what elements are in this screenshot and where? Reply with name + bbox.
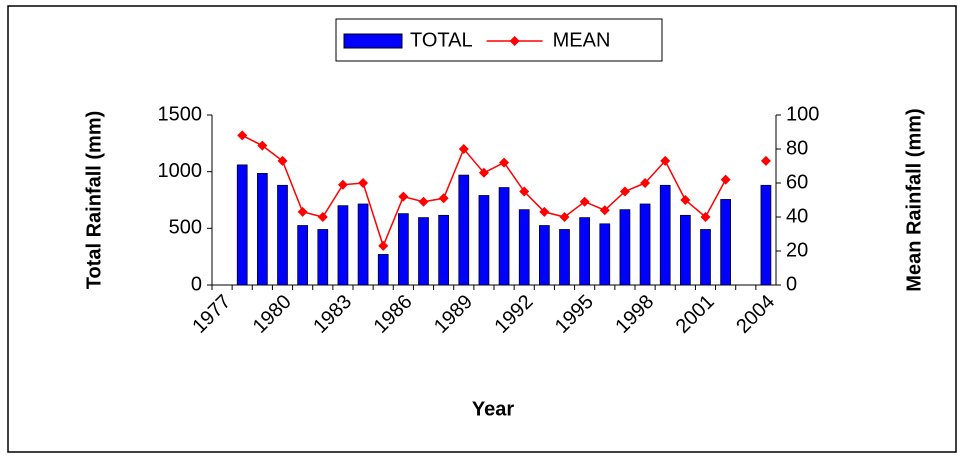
bar (659, 184, 671, 286)
mean-marker (539, 206, 550, 217)
bar (236, 164, 248, 286)
bar (680, 214, 691, 286)
legend-label: MEAN (553, 29, 611, 51)
y-axis-title: Total Rainfall (mm) (83, 111, 105, 290)
y2-tick-label: 0 (786, 273, 797, 295)
mean-marker (438, 193, 449, 204)
legend-label: TOTAL (410, 29, 473, 51)
bar (539, 225, 550, 286)
mean-marker (458, 144, 469, 154)
bar (720, 199, 731, 286)
bar (619, 209, 631, 286)
mean-marker (760, 155, 771, 166)
bar (257, 173, 268, 286)
bar (760, 184, 772, 286)
mean-marker (418, 196, 429, 207)
y2-tick-label: 40 (786, 205, 808, 227)
mean-marker (599, 205, 610, 216)
y-tick-label: 0 (191, 273, 202, 295)
bar (639, 203, 651, 286)
y2-tick-label: 60 (786, 171, 808, 193)
bar (398, 213, 409, 286)
bar (438, 214, 449, 286)
y2-axis-title: Mean Rainfall (mm) (903, 108, 925, 291)
mean-marker (499, 157, 510, 168)
y-tick-label: 500 (169, 217, 202, 239)
mean-marker (640, 178, 651, 188)
y-tick-label: 1000 (158, 160, 203, 182)
bar (337, 205, 349, 286)
y2-tick-label: 20 (786, 239, 808, 261)
bar (458, 174, 470, 286)
mean-marker (579, 196, 590, 207)
mean-marker (660, 155, 671, 166)
legend-marker (509, 36, 520, 46)
bar (277, 184, 288, 286)
legend-swatch (343, 33, 403, 49)
mean-marker (720, 174, 731, 185)
mean-marker (478, 167, 489, 178)
mean-marker (559, 212, 570, 222)
mean-marker (700, 212, 711, 222)
mean-marker (378, 240, 389, 251)
bar (377, 254, 389, 286)
mean-marker (237, 130, 248, 141)
mean-marker (519, 186, 530, 197)
mean-marker (680, 195, 691, 205)
y2-tick-label: 80 (786, 137, 808, 159)
bar (478, 195, 490, 286)
mean-marker (337, 179, 348, 190)
bar (317, 229, 329, 286)
y-tick-label: 1500 (158, 103, 203, 125)
mean-marker (358, 178, 369, 188)
mean-marker (277, 155, 288, 166)
bar (357, 203, 369, 286)
mean-marker (317, 212, 328, 222)
bar (579, 217, 590, 286)
bar (518, 209, 530, 286)
x-axis-title: Year (472, 398, 514, 420)
bar (599, 223, 611, 286)
y2-tick-label: 100 (786, 103, 819, 125)
bar (297, 225, 308, 286)
bar (418, 217, 429, 286)
bar (700, 229, 711, 286)
bar (498, 187, 510, 286)
mean-marker (297, 206, 308, 217)
mean-marker (398, 191, 409, 202)
bar (559, 229, 570, 286)
mean-marker (619, 186, 630, 197)
mean-marker (257, 140, 268, 151)
